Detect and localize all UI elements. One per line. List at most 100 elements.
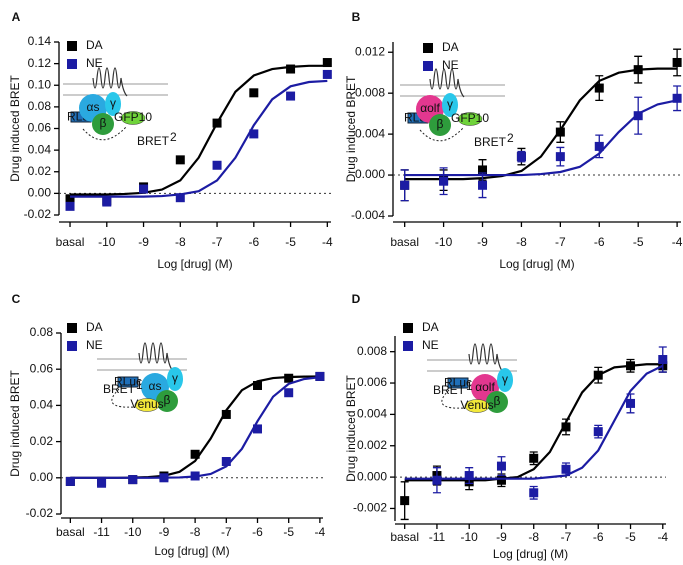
x-tick-label: -8 [190,525,201,539]
data-point [249,129,259,139]
beta-subunit [429,114,451,136]
gamma-label: γ [502,372,508,386]
beta-label: β [437,117,444,131]
x-tick-label: -8 [175,235,186,249]
alpha-label: αolf [475,380,495,394]
y-tick-label: -0.004 [351,208,385,222]
x-tick-label: -7 [221,525,232,539]
x-tick-label: -7 [561,530,572,544]
data-point [286,64,296,74]
receptor [138,342,174,372]
y-tick-label: 0.012 [355,44,385,58]
data-point [400,496,410,506]
signal-label: BRET [103,382,136,396]
receptor [92,67,128,97]
acceptor-label: Venus [460,398,493,412]
x-tick-label: -9 [496,530,507,544]
data-point [478,165,488,175]
panel-letter: D [352,292,361,306]
legend-label: NE [442,58,459,72]
legend-marker [423,61,433,71]
data-point [496,475,506,485]
x-axis-label: Log [drug] (M) [154,544,229,558]
x-tick-label: -10 [435,235,453,249]
panel-letter: C [12,292,21,306]
x-tick-label: -10 [98,235,116,249]
donor-label: RLuc [444,376,472,390]
y-tick-label: 0.008 [355,85,385,99]
alpha-label: αolf [420,101,440,115]
legend-label: DA [442,40,459,54]
data-point [212,160,222,170]
data-point [322,69,332,79]
data-point [439,176,449,186]
x-tick-label: -4 [315,525,326,539]
acceptor-label: GFP10 [451,111,489,125]
legend-label: NE [422,338,439,352]
data-point [65,476,75,486]
data-point [593,427,603,437]
data-point [65,194,75,204]
data-point [626,361,636,371]
legend-marker [67,323,77,333]
x-tick-label: -9 [138,235,149,249]
data-point [322,58,332,68]
data-point [253,380,262,390]
panel-letter: A [12,10,21,24]
fit-curve [404,99,678,177]
data-point [626,398,636,408]
donor-box [447,377,469,389]
legend-marker [423,43,433,53]
y-tick-label: 0.12 [28,56,52,70]
data-point [672,57,682,67]
y-tick-label: 0.04 [30,398,54,412]
x-tick-label: -5 [625,530,636,544]
legend-marker [67,341,77,351]
x-tick-label: -4 [657,530,668,544]
x-tick-label: -5 [283,525,294,539]
fit-curve [404,363,663,482]
data-point [159,473,169,483]
x-tick-label: basal [390,530,419,544]
y-tick-label: 0.06 [30,361,54,375]
data-point [139,184,149,194]
receptor [468,343,504,373]
x-tick-label: -6 [594,235,605,249]
beta-subunit [156,390,178,412]
data-point [658,355,668,365]
gamma-subunit [442,93,458,117]
data-point [221,409,231,419]
y-tick-label: 0.10 [28,77,52,91]
acceptor [134,398,160,412]
signal-label: BRET [433,383,466,397]
gamma-subunit [105,92,121,116]
data-point [212,118,222,128]
x-tick-label: -10 [124,525,142,539]
data-point [128,475,138,485]
x-tick-label: -11 [429,530,446,544]
data-point [286,91,296,101]
x-tick-label: -8 [528,530,539,544]
data-point [555,127,565,137]
gamma-label: γ [447,97,453,111]
x-tick-label: -5 [633,235,644,249]
beta-subunit [486,391,508,413]
x-tick-label: -10 [461,530,479,544]
data-point [529,488,539,498]
y-tick-label: 0.00 [30,470,54,484]
signal-superscript: 2 [170,130,177,144]
data-point [432,475,442,485]
y-tick-label: 0.02 [28,164,52,178]
alpha-label: αs [87,100,100,114]
legend-label: DA [86,38,103,52]
data-point [65,201,75,211]
data-point [633,65,643,75]
signal-superscript: 1 [136,378,143,392]
data-point [253,424,262,434]
x-tick-label: basal [390,235,419,249]
y-tick-label: 0.000 [357,469,387,483]
data-point [594,83,604,93]
data-point [284,388,294,398]
